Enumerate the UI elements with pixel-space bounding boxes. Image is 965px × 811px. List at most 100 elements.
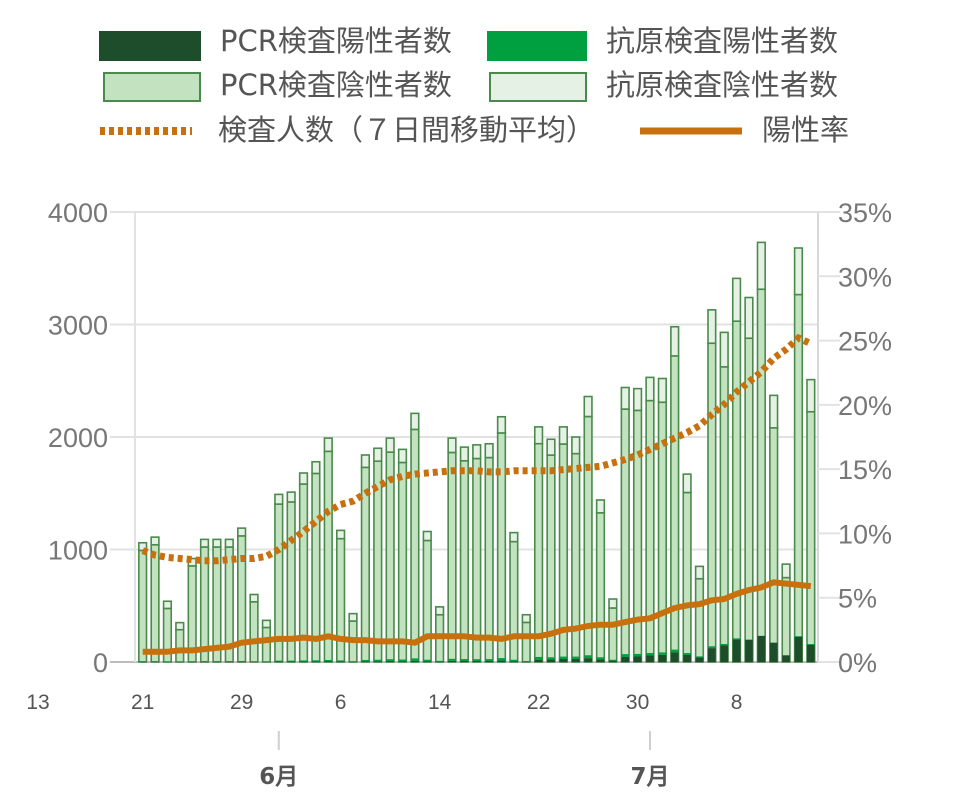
bar-antigen-negative bbox=[261, 619, 272, 629]
bar-antigen-negative bbox=[224, 538, 234, 548]
bar-antigen-positive bbox=[621, 654, 630, 657]
bar-pcr-negative bbox=[731, 320, 742, 663]
bar-antigen-positive bbox=[571, 656, 580, 659]
bar-antigen-positive bbox=[794, 636, 803, 637]
bar-antigen-negative bbox=[286, 491, 296, 503]
bar-antigen-negative bbox=[175, 621, 185, 631]
bar-pcr-negative bbox=[682, 491, 692, 663]
bar-pcr-negative bbox=[509, 540, 519, 663]
bar-antigen-positive bbox=[584, 655, 592, 659]
bar-antigen-positive bbox=[448, 658, 456, 661]
bar-pcr-negative bbox=[261, 626, 272, 663]
bar-pcr-positive bbox=[745, 639, 753, 662]
bar-antigen-positive bbox=[200, 661, 209, 662]
bar-antigen-positive bbox=[497, 658, 506, 661]
bar-pcr-negative bbox=[632, 409, 643, 663]
bar-pcr-negative bbox=[595, 512, 606, 663]
bar-pcr-positive bbox=[571, 658, 580, 662]
legend-label-pos_rate: 陽性率 bbox=[762, 113, 849, 147]
bar-antigen-negative bbox=[769, 394, 779, 429]
legend-swatch-pcr_pos bbox=[99, 31, 201, 61]
bar-pcr-negative bbox=[138, 549, 148, 663]
bar-antigen-negative bbox=[138, 541, 148, 552]
bar-pcr-negative bbox=[472, 457, 482, 663]
bar-pcr-positive bbox=[559, 658, 568, 662]
bar-pcr-positive bbox=[646, 655, 654, 662]
legend-label-ag_neg: 抗原検査陰性者数 bbox=[606, 68, 838, 102]
bar-antigen-positive bbox=[361, 659, 370, 662]
bar-pcr-positive bbox=[609, 660, 617, 662]
bar-pcr-positive bbox=[794, 636, 803, 662]
bar-antigen-positive bbox=[324, 659, 333, 662]
y-left-tick-label: 1000 bbox=[48, 536, 108, 566]
bar-antigen-positive bbox=[312, 660, 320, 662]
bar-pcr-positive bbox=[336, 661, 345, 662]
bar-antigen-negative bbox=[694, 565, 705, 580]
bar-antigen-negative bbox=[595, 499, 606, 514]
y-right-tick-label: 20% bbox=[838, 391, 892, 421]
bar-antigen-positive bbox=[670, 649, 679, 653]
legend-label-tests_ma: 検査人数（７日間移動平均） bbox=[218, 113, 595, 147]
bar-antigen-negative bbox=[657, 377, 667, 404]
bar-antigen-negative bbox=[237, 527, 247, 537]
bar-antigen-negative bbox=[509, 531, 519, 543]
bar-antigen-negative bbox=[434, 606, 445, 616]
line-series bbox=[141, 333, 813, 655]
bar-pcr-negative bbox=[694, 577, 705, 663]
bar-antigen-positive bbox=[485, 659, 493, 661]
bar-pcr-positive bbox=[695, 657, 704, 662]
bar-antigen-positive bbox=[373, 659, 382, 662]
bar-antigen-negative bbox=[571, 436, 581, 455]
bar-antigen-negative bbox=[682, 473, 692, 494]
bar-pcr-positive bbox=[460, 660, 469, 662]
bar-antigen-positive bbox=[398, 659, 407, 662]
bar-antigen-negative bbox=[521, 613, 531, 624]
bar-antigen-positive bbox=[732, 638, 741, 640]
bar-pcr-positive bbox=[769, 642, 778, 662]
month-label: 6月 bbox=[259, 764, 298, 790]
legend-label-pcr_pos: PCR検査陽性者数 bbox=[220, 24, 452, 58]
bar-pcr-positive bbox=[782, 655, 790, 662]
bar-antigen-negative bbox=[744, 296, 754, 340]
bar-antigen-positive bbox=[460, 659, 469, 661]
bar-pcr-negative bbox=[311, 472, 321, 663]
y-left-tick-label: 2000 bbox=[48, 423, 108, 453]
line-positive-rate bbox=[142, 579, 812, 655]
bar-antigen-negative bbox=[484, 442, 494, 459]
bar-pcr-positive bbox=[732, 639, 741, 662]
bar-pcr-negative bbox=[608, 607, 618, 663]
bar-pcr-negative bbox=[756, 288, 766, 663]
legend-swatch-pcr_neg bbox=[103, 72, 201, 102]
bar-antigen-positive bbox=[609, 659, 617, 661]
bar-antigen-positive bbox=[658, 652, 667, 655]
bar-pcr-positive bbox=[510, 661, 518, 662]
bar-antigen-positive bbox=[225, 661, 234, 662]
bar-antigen-positive bbox=[708, 646, 716, 649]
bar-antigen-positive bbox=[534, 656, 543, 660]
bar-pcr-negative bbox=[707, 342, 717, 663]
bar-pcr-negative bbox=[447, 451, 457, 663]
bar-antigen-positive bbox=[237, 660, 246, 662]
bar-pcr-positive bbox=[670, 652, 679, 662]
bar-antigen-negative bbox=[756, 241, 766, 291]
y-left-tick-label: 0 bbox=[93, 648, 108, 678]
bar-antigen-negative bbox=[533, 426, 544, 445]
bar-antigen-negative bbox=[311, 460, 321, 475]
y-left-tick-label: 3000 bbox=[48, 311, 108, 341]
x-tick-label: 6 bbox=[335, 691, 347, 714]
x-tick-label: 21 bbox=[131, 691, 154, 714]
bar-antigen-positive bbox=[188, 661, 196, 662]
bar-antigen-positive bbox=[720, 644, 729, 646]
bar-antigen-negative bbox=[620, 386, 630, 410]
bar-pcr-positive bbox=[373, 661, 382, 662]
bar-pcr-positive bbox=[299, 661, 308, 662]
bar-pcr-positive bbox=[398, 661, 407, 662]
bar-pcr-positive bbox=[386, 661, 394, 662]
legend-swatch-ag_pos bbox=[487, 31, 587, 61]
bar-pcr-positive bbox=[806, 644, 815, 662]
bar-pcr-negative bbox=[175, 628, 185, 663]
chart-legend: PCR検査陽性者数 抗原検査陽性者数 PCR検査陰性者数 抗原検査陰性者数検査人数（７… bbox=[99, 24, 849, 147]
bar-pcr-positive bbox=[361, 661, 370, 662]
bar-antigen-negative bbox=[373, 447, 383, 462]
